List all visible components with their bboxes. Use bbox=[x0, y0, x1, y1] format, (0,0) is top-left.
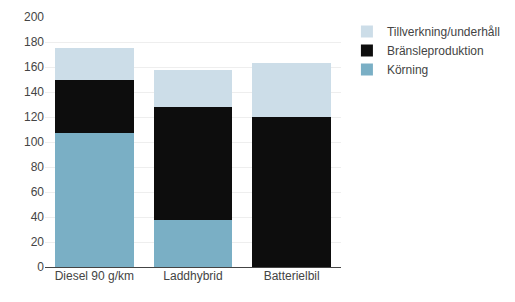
svg-text:40: 40 bbox=[31, 210, 45, 224]
svg-text:Körning: Körning bbox=[387, 63, 428, 77]
svg-text:80: 80 bbox=[31, 160, 45, 174]
svg-text:Bränsleproduktion: Bränsleproduktion bbox=[387, 44, 484, 58]
svg-text:0: 0 bbox=[37, 260, 44, 274]
svg-text:20: 20 bbox=[31, 235, 45, 249]
svg-text:200: 200 bbox=[24, 10, 44, 24]
svg-text:180: 180 bbox=[24, 35, 44, 49]
svg-text:Laddhybrid: Laddhybrid bbox=[163, 269, 222, 283]
svg-text:Batterielbil: Batterielbil bbox=[264, 269, 320, 283]
svg-text:Tillverkning/underhåll: Tillverkning/underhåll bbox=[387, 25, 500, 39]
svg-text:160: 160 bbox=[24, 60, 44, 74]
svg-text:100: 100 bbox=[24, 135, 44, 149]
svg-text:120: 120 bbox=[24, 110, 44, 124]
svg-text:140: 140 bbox=[24, 85, 44, 99]
svg-text:Diesel 90 g/km: Diesel 90 g/km bbox=[55, 269, 134, 283]
svg-text:60: 60 bbox=[31, 185, 45, 199]
